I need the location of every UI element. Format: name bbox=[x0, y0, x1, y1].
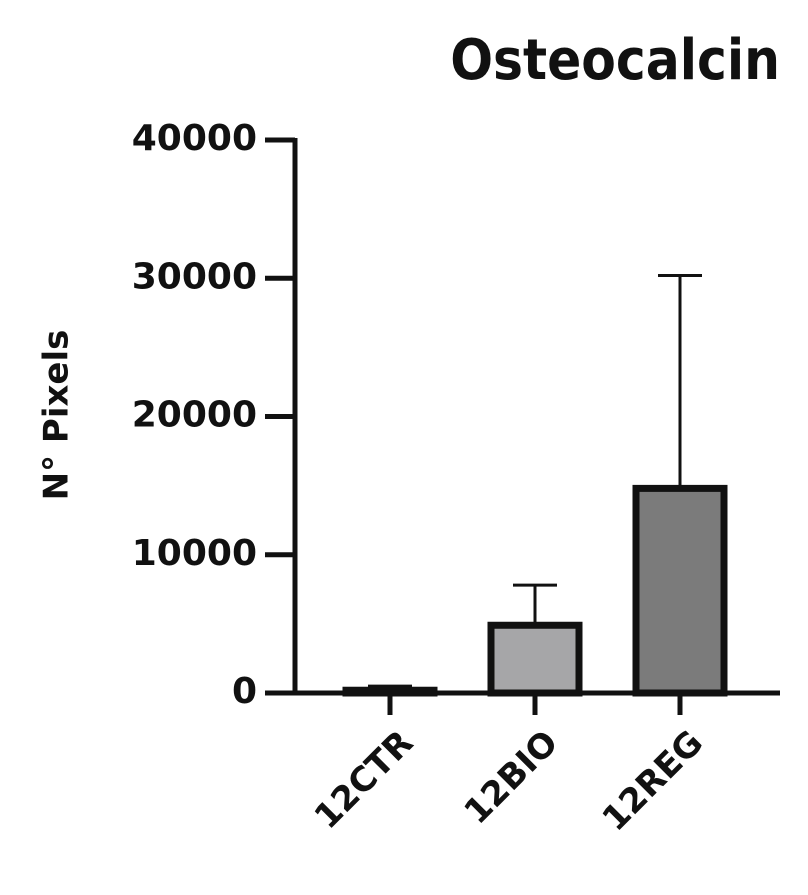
bar bbox=[632, 484, 728, 697]
y-tick-label: 0 bbox=[232, 671, 257, 712]
y-tick-label: 20000 bbox=[132, 395, 257, 436]
y-axis-label: N° Pixels bbox=[37, 330, 77, 501]
y-tick-label: 10000 bbox=[132, 533, 257, 574]
bar bbox=[487, 621, 583, 697]
y-tick-label: 30000 bbox=[132, 256, 257, 297]
x-tick-label: 12BIO bbox=[457, 723, 566, 832]
x-tick-label: 12CTR bbox=[307, 723, 421, 837]
y-tick-label: 40000 bbox=[132, 118, 257, 159]
x-tick-label: 12REG bbox=[595, 723, 711, 839]
chart-title: Osteocalcin bbox=[450, 28, 780, 93]
